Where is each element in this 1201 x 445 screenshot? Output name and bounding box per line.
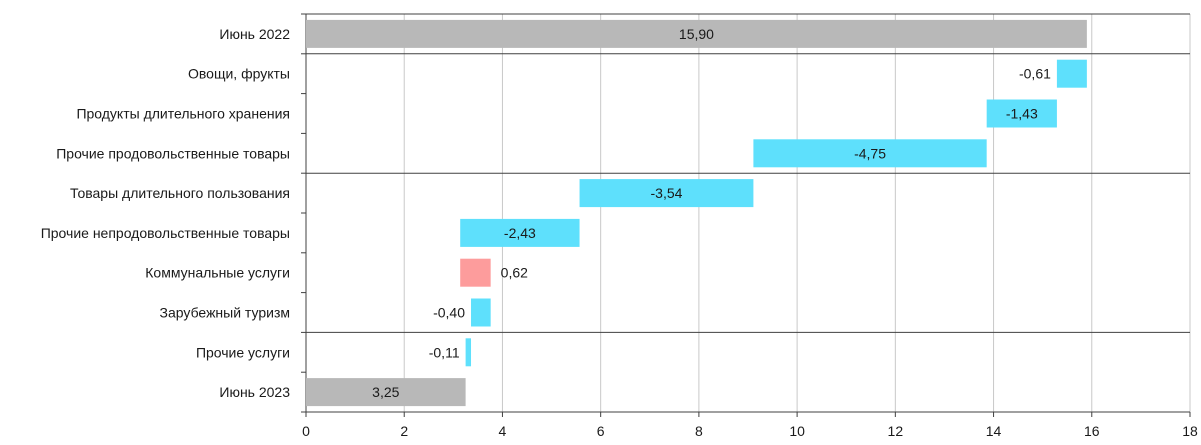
gridlines: [403, 14, 1191, 412]
category-label: Продукты длительного хранения: [76, 106, 290, 122]
category-label: Коммунальные услуги: [145, 265, 290, 281]
category-label: Июнь 2023: [219, 384, 290, 400]
category-label: Прочие непродовольственные товары: [41, 225, 290, 241]
x-tick-label: 6: [597, 423, 605, 439]
category-label: Прочие услуги: [196, 344, 290, 360]
bar-decrease: [579, 179, 754, 208]
category-label: Июнь 2022: [219, 26, 290, 42]
x-tick-label: 4: [499, 423, 507, 439]
data-label: -4,75: [854, 145, 886, 161]
bars: [306, 19, 1087, 407]
data-label: 0,62: [501, 265, 528, 281]
data-label: -1,43: [1006, 106, 1038, 122]
x-tick-label: 10: [789, 423, 805, 439]
data-label: -0,11: [429, 344, 460, 360]
category-label: Прочие продовольственные товары: [56, 145, 290, 161]
data-label: 3,25: [372, 384, 399, 400]
bar-decrease: [1056, 59, 1087, 88]
data-label: -2,43: [504, 225, 536, 241]
bar-decrease: [465, 338, 472, 367]
x-tick-label: 18: [1182, 423, 1198, 439]
x-tick-label: 0: [302, 423, 310, 439]
category-label: Товары длительного пользования: [70, 185, 290, 201]
data-label: 15,90: [679, 26, 714, 42]
data-label: -3,54: [651, 185, 683, 201]
data-label: -0,61: [1019, 66, 1051, 82]
category-label: Овощи, фрукты: [188, 66, 290, 82]
x-tick-label: 16: [1084, 423, 1100, 439]
x-tick-label: 8: [695, 423, 703, 439]
bar-decrease: [986, 99, 1057, 128]
x-tick-label: 14: [986, 423, 1002, 439]
labels: 0 2 4 6 8 10 12 14 16 18 Июнь 2022 15,90 Овощи, фрук…: [41, 26, 1198, 439]
category-label: Зарубежный туризм: [160, 305, 290, 321]
bar-decrease: [471, 298, 491, 327]
x-tick-label: 2: [400, 423, 408, 439]
x-tick-label: 12: [888, 423, 904, 439]
bar-total: [306, 19, 1087, 48]
bar-increase: [460, 258, 491, 287]
axes: [301, 13, 1191, 417]
bar-decrease: [753, 139, 987, 168]
bar-total: [306, 378, 466, 407]
data-label: -0,40: [433, 305, 465, 321]
bar-decrease: [460, 218, 580, 247]
